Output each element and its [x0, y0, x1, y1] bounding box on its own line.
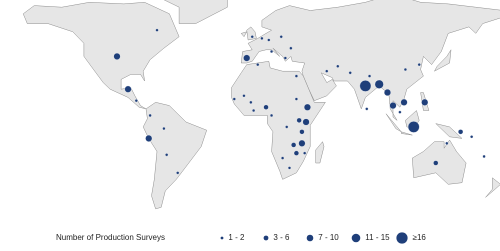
survey-dot: [400, 98, 408, 106]
survey-dot: [242, 94, 246, 98]
land-shape: [412, 139, 467, 185]
survey-dot: [291, 142, 297, 148]
survey-dot: [302, 118, 310, 126]
land-shape: [240, 31, 248, 38]
survey-dot: [134, 99, 138, 103]
survey-dot: [294, 74, 298, 78]
survey-dot: [287, 166, 292, 170]
survey-dot: [165, 153, 169, 157]
survey-dot: [145, 134, 153, 142]
survey-dot: [232, 97, 236, 101]
survey-dot: [270, 113, 274, 117]
legend-marker: [396, 232, 408, 244]
survey-dot: [176, 171, 180, 175]
legend-label: 3 - 6: [273, 233, 290, 242]
survey-dot: [482, 154, 486, 158]
land-shape: [231, 61, 326, 180]
survey-dot: [470, 135, 474, 139]
survey-dot: [270, 49, 274, 54]
land: [22, 0, 500, 210]
legend-marker: [351, 233, 361, 243]
land-shape: [385, 113, 402, 133]
land-shape: [485, 177, 500, 198]
legend-marker: [263, 235, 269, 241]
survey-dot: [433, 160, 439, 166]
legend-label: 7 - 10: [318, 233, 339, 242]
survey-dot: [348, 71, 352, 75]
survey-dot: [365, 107, 369, 111]
land-shape: [315, 141, 325, 164]
survey-dot: [294, 97, 298, 101]
legend-marker: [220, 236, 224, 240]
survey-dot: [325, 69, 329, 73]
survey-dot: [445, 141, 449, 145]
survey-dot: [458, 129, 464, 135]
survey-dot: [285, 125, 289, 129]
survey-dot: [298, 139, 306, 147]
survey-dot: [283, 56, 287, 60]
survey-dot: [293, 150, 299, 156]
survey-dot: [124, 85, 132, 93]
legend: Number of Production Surveys 1 - 2 3 - 6 7…: [56, 232, 427, 244]
survey-dot: [243, 54, 251, 62]
survey-dot: [336, 64, 340, 68]
survey-dot: [403, 67, 407, 72]
survey-dot: [148, 113, 152, 117]
survey-dot: [374, 79, 384, 89]
survey-dot: [407, 121, 420, 133]
survey-dot: [250, 35, 254, 39]
land-shape: [434, 123, 463, 139]
survey-dot: [299, 129, 305, 135]
survey-dot: [389, 102, 397, 110]
survey-dot: [289, 46, 293, 50]
survey-dot: [421, 98, 429, 106]
legend-label: ≥16: [413, 233, 427, 242]
survey-dot: [279, 35, 283, 39]
survey-dot: [162, 127, 166, 131]
survey-dot: [252, 108, 256, 113]
survey-dot: [260, 36, 264, 40]
survey-dots: [113, 28, 486, 175]
survey-dot: [267, 38, 271, 42]
survey-dot: [398, 110, 402, 114]
land-shape: [163, 0, 228, 24]
survey-dot: [303, 151, 307, 155]
land-shape: [22, 2, 180, 110]
survey-dot: [367, 74, 372, 78]
survey-dot: [303, 103, 311, 111]
survey-dot: [113, 52, 121, 60]
survey-dot: [249, 100, 253, 104]
survey-dot: [256, 63, 260, 67]
land-shape: [433, 49, 452, 72]
legend-marker: [306, 234, 314, 242]
survey-dot: [359, 80, 372, 92]
land-shape: [401, 131, 413, 136]
survey-dot: [155, 28, 159, 32]
legend-label: 11 - 15: [365, 233, 390, 242]
legend-title: Number of Production Surveys: [56, 233, 165, 242]
legend-label: 1 - 2: [228, 233, 245, 242]
survey-dot: [384, 89, 391, 96]
survey-dot: [281, 156, 285, 160]
survey-dot: [263, 104, 269, 110]
survey-dot: [417, 63, 421, 67]
survey-dot: [296, 117, 302, 123]
